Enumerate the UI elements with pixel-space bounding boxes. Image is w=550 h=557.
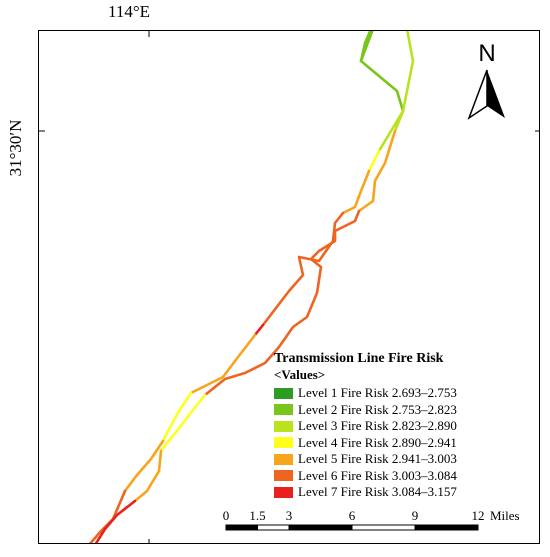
north-arrow: N: [462, 40, 512, 122]
transmission-line-route-a[interactable]: [261, 31, 405, 327]
scale-segment: [288, 524, 353, 531]
legend-subtitle: <Values>: [274, 367, 326, 382]
legend-label: Level 4 Fire Risk 2.890–2.941: [298, 434, 457, 450]
legend-row: Level 4 Fire Risk 2.890–2.941: [274, 435, 536, 452]
legend-row: Level 6 Fire Risk 3.003–3.084: [274, 468, 536, 485]
legend-row: Level 5 Fire Risk 2.941–3.003: [274, 451, 536, 468]
scale-segment: [414, 524, 479, 531]
scale-segment: [225, 524, 258, 531]
north-arrow-icon: [467, 69, 505, 120]
transmission-line-route-b[interactable]: [89, 31, 415, 544]
legend-label: Level 5 Fire Risk 2.941–3.003: [298, 451, 457, 467]
scale-segment: [351, 524, 416, 531]
legend-label: Level 1 Fire Risk 2.693–2.753: [298, 385, 457, 401]
legend: Transmission Line Fire Risk <Values> Lev…: [274, 350, 536, 501]
legend-swatch: [274, 486, 293, 498]
scale-tick-label: 12: [471, 508, 485, 523]
legend-row: Level 3 Fire Risk 2.823–2.890: [274, 418, 536, 435]
legend-title: Transmission Line Fire Risk: [274, 351, 444, 366]
scale-unit: Miles: [490, 508, 520, 523]
legend-label: Level 2 Fire Risk 2.753–2.823: [298, 401, 457, 417]
scale-bar-graphic: [225, 524, 479, 531]
legend-swatch: [274, 387, 293, 399]
legend-swatch: [274, 470, 293, 482]
latitude-label: 31°30′N: [4, 100, 26, 200]
scale-tick-label: 6: [348, 508, 356, 523]
scale-tick-label: 1.5: [249, 508, 266, 523]
longitude-label: 114°E: [108, 2, 151, 21]
line-segment[interactable]: [367, 149, 381, 173]
line-segment[interactable]: [341, 169, 371, 215]
line-segment[interactable]: [253, 323, 265, 337]
line-segment[interactable]: [359, 59, 405, 113]
legend-row: Level 2 Fire Risk 2.753–2.823: [274, 402, 536, 419]
legend-swatch: [274, 404, 293, 416]
line-segment[interactable]: [359, 31, 374, 63]
legend-label: Level 3 Fire Risk 2.823–2.890: [298, 418, 457, 434]
line-segment[interactable]: [94, 499, 137, 544]
scale-tick-label: 9: [411, 508, 419, 523]
scale-tick-label: 3: [285, 508, 293, 523]
line-segment[interactable]: [159, 393, 207, 453]
north-letter: N: [478, 40, 496, 67]
line-segment[interactable]: [133, 449, 163, 503]
line-segment[interactable]: [123, 439, 165, 493]
legend-classes: Level 1 Fire Risk 2.693–2.753 Level 2 Fir…: [274, 385, 536, 501]
legend-swatch: [274, 420, 293, 432]
scale-bar: 0 1.5 3 6 9 12 Miles: [214, 508, 544, 544]
legend-row: Level 7 Fire Risk 3.084–3.157: [274, 484, 536, 501]
legend-label: Level 7 Fire Risk 3.084–3.157: [298, 484, 457, 500]
latitude-label-text: 31°30′N: [6, 119, 25, 177]
map-frame[interactable]: [38, 30, 540, 544]
scale-tick-label: 0: [222, 508, 230, 523]
line-segment[interactable]: [357, 129, 397, 213]
line-segment[interactable]: [203, 209, 361, 397]
line-segment[interactable]: [189, 333, 257, 395]
line-segment[interactable]: [89, 489, 127, 544]
line-segment[interactable]: [161, 391, 193, 443]
scale-segment: [257, 524, 290, 531]
legend-label: Level 6 Fire Risk 3.003–3.084: [298, 467, 457, 483]
line-segment[interactable]: [393, 31, 415, 133]
legend-row: Level 1 Fire Risk 2.693–2.753: [274, 385, 536, 402]
legend-swatch: [274, 437, 293, 449]
line-segment[interactable]: [261, 211, 345, 327]
legend-swatch: [274, 453, 293, 465]
map-canvas[interactable]: [39, 31, 540, 544]
